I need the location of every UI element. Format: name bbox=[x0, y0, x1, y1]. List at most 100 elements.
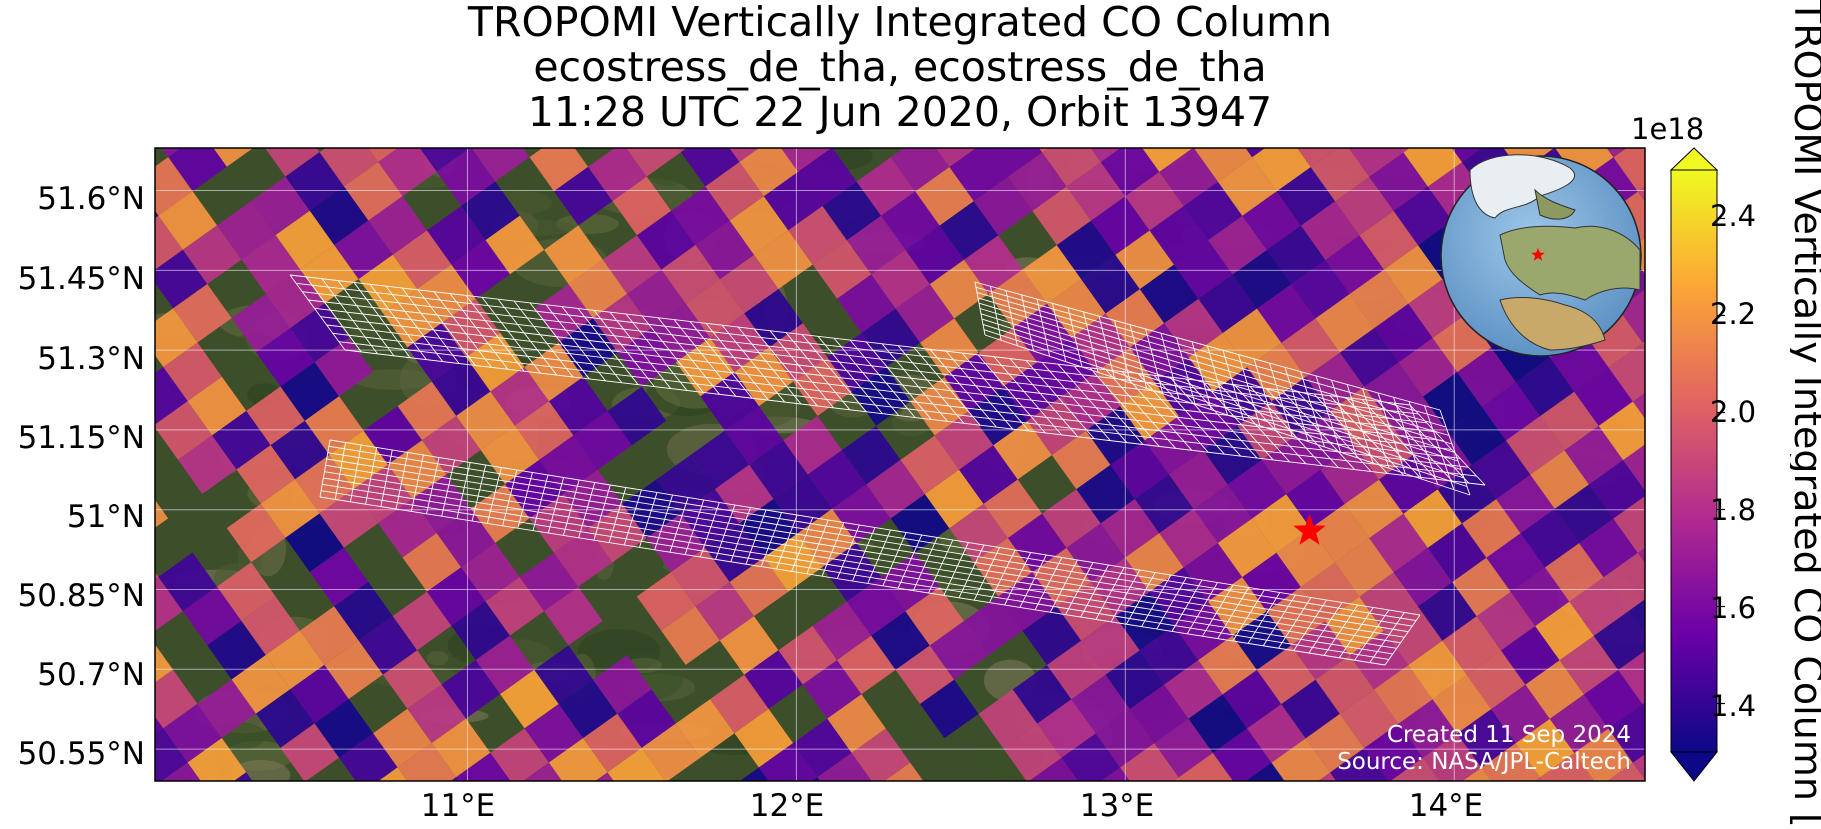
source-credit-text: Source: NASA/JPL-Caltech bbox=[1337, 749, 1631, 775]
co-pixel bbox=[1364, 723, 1423, 781]
co-pixel bbox=[871, 611, 930, 670]
footprint-line bbox=[1393, 402, 1470, 484]
co-pixel bbox=[729, 557, 789, 617]
footprint-line bbox=[532, 474, 549, 531]
co-pixel bbox=[1245, 148, 1266, 158]
footprint-line bbox=[699, 502, 720, 558]
co-pixel bbox=[993, 782, 1052, 829]
co-pixel bbox=[519, 552, 579, 612]
footprint-line bbox=[529, 302, 590, 380]
co-pixel bbox=[383, 288, 442, 348]
co-pixel bbox=[161, 148, 181, 158]
co-pixel bbox=[939, 201, 999, 260]
footprint-line bbox=[625, 313, 688, 391]
footprint-line bbox=[978, 302, 1453, 445]
co-pixel bbox=[1627, 599, 1645, 636]
footprint-line bbox=[929, 348, 997, 428]
co-pixel bbox=[781, 148, 832, 172]
footprint-line bbox=[730, 507, 751, 562]
co-pixel bbox=[998, 572, 1057, 631]
co-pixel bbox=[798, 148, 857, 207]
co-pixel bbox=[1291, 259, 1350, 319]
footprint-line bbox=[471, 464, 487, 522]
footprint-line bbox=[1293, 599, 1327, 651]
co-pixel bbox=[895, 645, 955, 705]
co-pixel bbox=[490, 728, 549, 781]
co-pixel bbox=[1061, 733, 1121, 781]
footprint-line bbox=[852, 527, 876, 582]
co-pixel bbox=[1432, 674, 1492, 734]
co-pixel bbox=[280, 723, 339, 781]
footprint-line bbox=[385, 285, 444, 362]
colorbar-tick-label: 1.4 bbox=[1710, 689, 1757, 723]
footprint-line bbox=[326, 324, 1461, 459]
co-pixel bbox=[929, 621, 989, 680]
co-pixel bbox=[233, 772, 253, 781]
co-pixel bbox=[548, 738, 608, 781]
co-pixel bbox=[763, 171, 823, 231]
co-pixel bbox=[1101, 767, 1130, 781]
footprint-line bbox=[973, 547, 1000, 601]
co-pixel bbox=[407, 323, 467, 382]
co-pixel bbox=[1051, 430, 1111, 490]
footprint-line bbox=[380, 449, 393, 507]
footprint-line bbox=[882, 532, 907, 586]
co-pixel bbox=[929, 259, 989, 319]
co-pixel bbox=[558, 679, 618, 739]
co-pixel bbox=[155, 401, 213, 460]
footprint-line bbox=[305, 276, 362, 353]
co-pixel bbox=[680, 148, 740, 187]
co-pixel bbox=[155, 669, 198, 729]
co-pixel bbox=[1555, 148, 1614, 182]
co-pixel bbox=[368, 148, 398, 162]
footprint-line bbox=[319, 496, 1386, 666]
co-pixel bbox=[155, 308, 198, 367]
co-pixel bbox=[1281, 318, 1340, 378]
co-pixel bbox=[827, 694, 886, 753]
co-pixel bbox=[1462, 767, 1491, 781]
co-pixel bbox=[1515, 357, 1575, 417]
basemap-patch bbox=[426, 650, 449, 666]
globe-star-icon bbox=[1531, 248, 1545, 261]
co-pixel bbox=[1442, 616, 1502, 675]
footprint-line bbox=[1278, 597, 1312, 649]
co-pixel bbox=[595, 772, 614, 781]
co-pixel bbox=[299, 606, 359, 665]
co-pixel bbox=[397, 742, 457, 781]
co-pixel bbox=[1086, 406, 1145, 465]
co-pixel bbox=[265, 269, 325, 328]
co-pixel bbox=[788, 206, 847, 265]
co-pixel bbox=[1335, 176, 1394, 236]
footprint-line bbox=[321, 490, 1389, 660]
footprint-line bbox=[465, 295, 525, 372]
co-pixel bbox=[1339, 689, 1399, 749]
co-pixel bbox=[1422, 372, 1482, 431]
co-pixel bbox=[1451, 148, 1483, 163]
footprint-line bbox=[984, 334, 1471, 496]
co-pixel bbox=[1149, 206, 1209, 265]
footprint-line bbox=[1065, 562, 1094, 615]
footprint-line bbox=[760, 512, 782, 567]
co-pixel bbox=[1369, 513, 1428, 573]
co-pixel bbox=[1193, 484, 1253, 543]
co-pixel bbox=[1574, 367, 1633, 426]
co-pixel bbox=[807, 450, 867, 509]
co-pixel bbox=[1134, 474, 1194, 534]
footprint-line bbox=[441, 459, 456, 517]
co-pixel bbox=[695, 581, 755, 641]
footprint-line bbox=[1141, 574, 1172, 627]
footprint-line bbox=[1308, 602, 1343, 654]
co-pixel bbox=[1637, 547, 1645, 564]
co-pixel bbox=[155, 576, 183, 631]
co-pixel bbox=[319, 148, 379, 187]
co-pixel bbox=[710, 674, 769, 734]
co-pixel bbox=[1271, 738, 1331, 781]
co-pixel bbox=[1042, 148, 1101, 187]
co-pixel bbox=[915, 166, 974, 226]
co-pixel bbox=[1105, 289, 1165, 348]
footprint-line bbox=[1232, 589, 1265, 642]
footprint-line bbox=[1121, 371, 1193, 451]
co-pixel bbox=[1125, 171, 1184, 231]
footprint-line bbox=[296, 282, 1419, 415]
co-pixel bbox=[285, 513, 344, 573]
